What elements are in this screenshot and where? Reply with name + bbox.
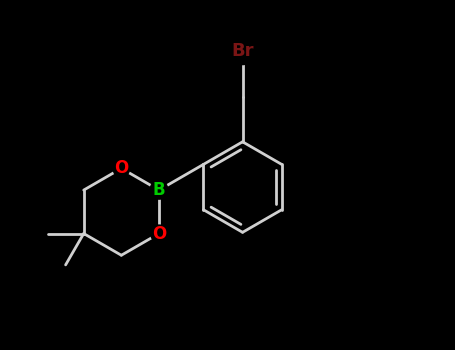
Circle shape (229, 38, 256, 64)
Circle shape (113, 160, 130, 177)
Text: Br: Br (231, 42, 254, 60)
Circle shape (151, 225, 167, 242)
Circle shape (150, 181, 168, 199)
Text: B: B (153, 181, 165, 199)
Text: O: O (152, 225, 166, 243)
Text: O: O (114, 159, 128, 177)
